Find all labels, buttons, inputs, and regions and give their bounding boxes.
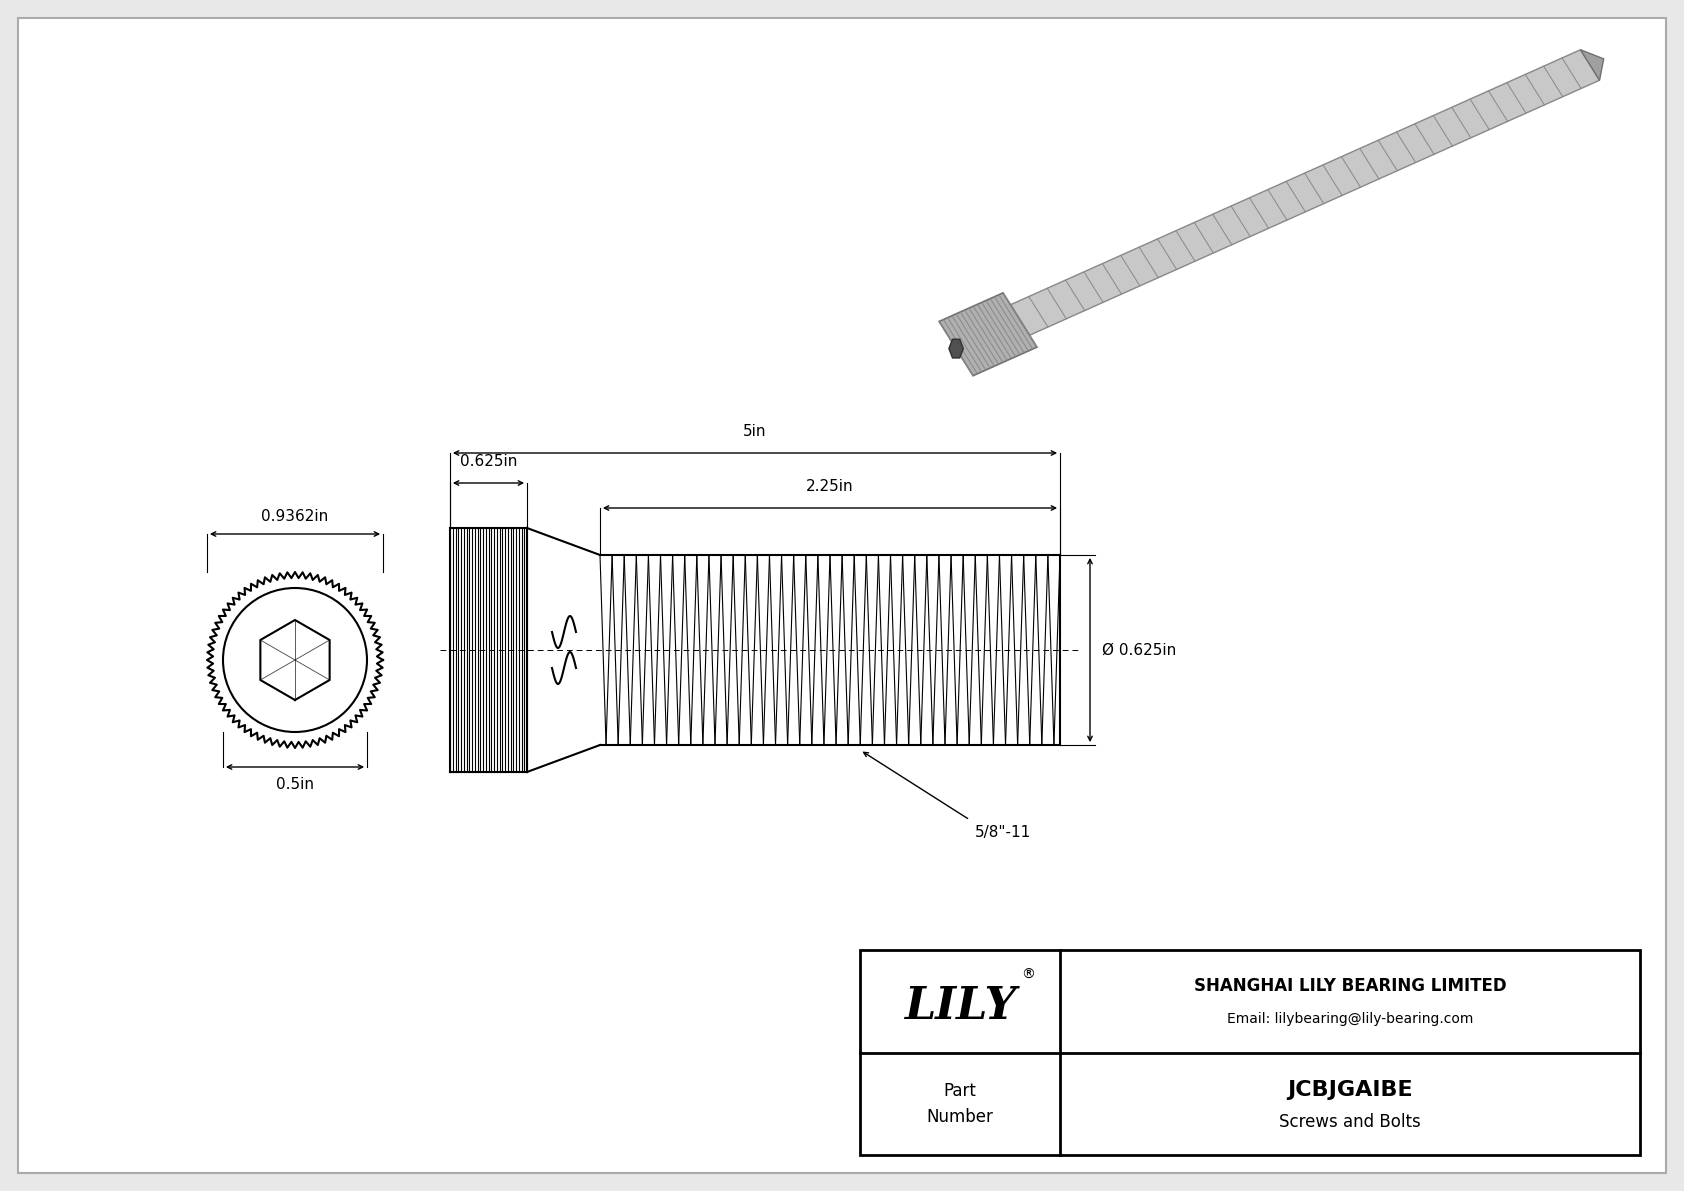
Text: LILY: LILY bbox=[904, 985, 1015, 1028]
Text: SHANGHAI LILY BEARING LIMITED: SHANGHAI LILY BEARING LIMITED bbox=[1194, 978, 1505, 996]
Bar bbox=[861, 950, 1640, 1155]
Text: 5in: 5in bbox=[743, 424, 766, 439]
Text: 0.9362in: 0.9362in bbox=[261, 509, 328, 524]
Polygon shape bbox=[1581, 50, 1603, 80]
Text: Ø 0.625in: Ø 0.625in bbox=[1101, 642, 1175, 657]
Polygon shape bbox=[940, 293, 1037, 375]
Text: Part
Number: Part Number bbox=[926, 1081, 994, 1125]
Text: Email: lilybearing@lily-bearing.com: Email: lilybearing@lily-bearing.com bbox=[1228, 1012, 1474, 1027]
Text: JCBJGAIBE: JCBJGAIBE bbox=[1287, 1080, 1413, 1099]
Text: 2.25in: 2.25in bbox=[807, 479, 854, 494]
Text: ®: ® bbox=[1021, 968, 1036, 983]
Text: 0.5in: 0.5in bbox=[276, 777, 313, 792]
Polygon shape bbox=[948, 339, 963, 358]
Text: 5/8"-11: 5/8"-11 bbox=[975, 825, 1031, 840]
Text: Screws and Bolts: Screws and Bolts bbox=[1280, 1112, 1421, 1130]
Polygon shape bbox=[1010, 50, 1600, 335]
Text: 0.625in: 0.625in bbox=[460, 454, 517, 469]
